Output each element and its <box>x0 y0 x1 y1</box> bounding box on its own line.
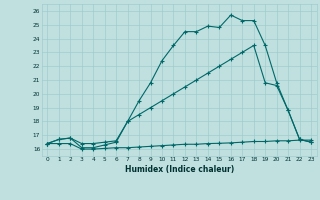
X-axis label: Humidex (Indice chaleur): Humidex (Indice chaleur) <box>124 165 234 174</box>
